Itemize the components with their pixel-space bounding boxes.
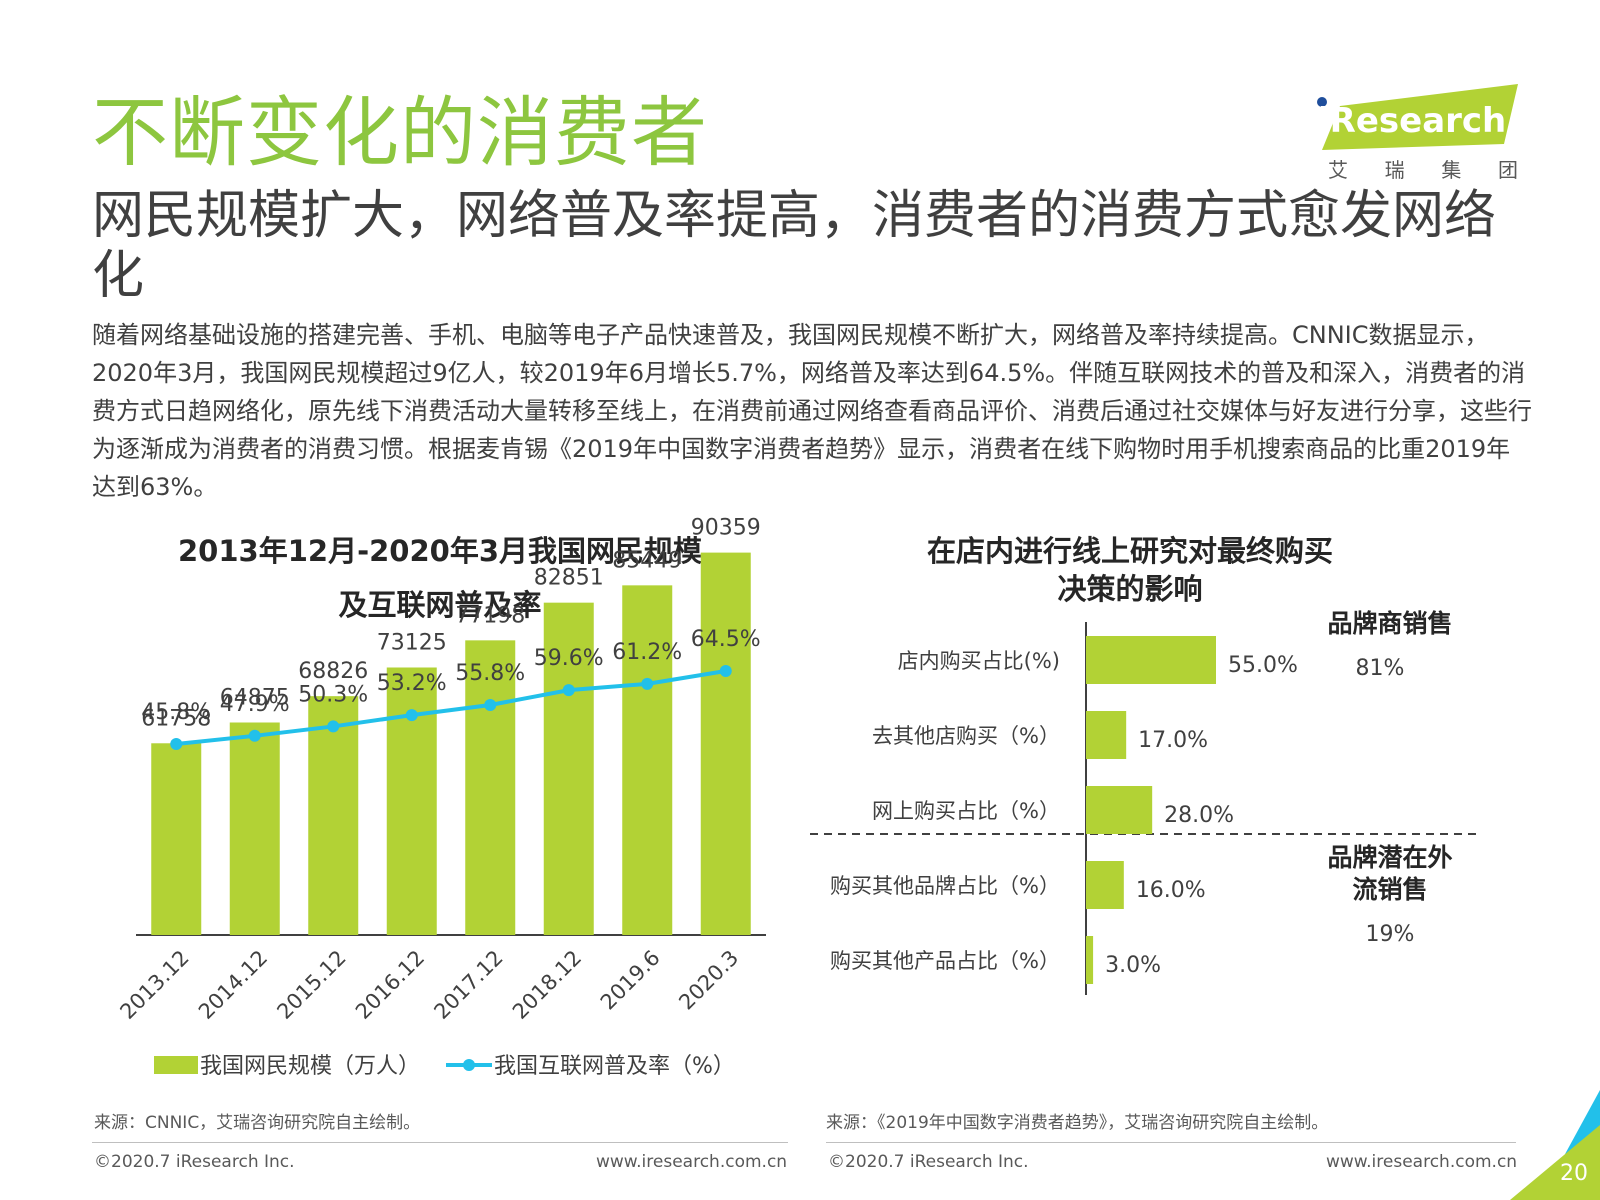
y-tick-label: 购买其他产品占比（%） [830,949,1060,973]
bar-netizen-scale [386,667,437,935]
left-chart-title-line2: 及互联网普及率 [338,588,542,622]
logo-sub-char: 艾 [1328,158,1348,182]
hbar [1086,786,1153,834]
hbar-value-label: 16.0% [1136,878,1206,903]
logo-green-shape [1322,84,1518,150]
right-footer-rule [826,1142,1516,1143]
bar-value-label: 64875 [220,686,290,711]
right-chart: 55.0% 店内购买占比(%) 17.0% 去其他店购买（%） 28.0% 网上购买占比（… [810,622,1476,995]
logo-text: iResearch [1318,101,1506,141]
hbar-value-label: 17.0% [1138,728,1208,753]
right-chart-title-line2: 决策的影响 [1057,572,1203,606]
line-value-label: 64.5% [691,627,761,652]
bar-value-label: 61758 [141,706,211,731]
iresearch-logo: iResearch [1317,84,1518,150]
line-penetration-rate [176,669,727,746]
hbar [1086,711,1127,759]
hbar-value-label: 55.0% [1228,653,1298,678]
logo-subtitle: 艾 瑞 集 团 [1328,154,1518,183]
y-tick-label: 网上购买占比（%） [872,799,1060,823]
line-point [484,698,497,711]
x-tick-label: 2019.6 [596,946,665,1015]
hbar [1086,936,1094,984]
line-point [327,720,340,733]
hbar-value-label: 28.0% [1164,803,1234,828]
left-footer-url: www.iresearch.com.cn [596,1152,788,1172]
bar-netizen-scale [229,722,280,935]
logo-dot [1317,97,1327,107]
x-tick-label: 2014.12 [194,946,272,1024]
line-point [405,709,418,722]
line-value-label: 61.2% [612,640,682,665]
x-tick-label: 2017.12 [429,946,507,1024]
right-chart-title-line1: 在店内进行线上研究对最终购买 [926,534,1333,568]
bar-value-label: 90359 [691,516,761,541]
body-paragraph: 随着网络基础设施的搭建完善、手机、电脑等电子产品快速普及，我国网民规模不断扩大，… [92,321,1532,501]
line-value-label: 55.8% [455,661,525,686]
corner-green-shape [1510,1125,1600,1200]
x-tick-label: 2013.12 [115,946,193,1024]
bar-netizen-scale [622,585,673,935]
legend-swatch-bar [154,1056,198,1074]
line-value-label: 50.3% [298,682,368,707]
line-value-label: 59.6% [534,646,604,671]
group-label-brand-outflow-line1: 品牌潜在外 [1327,843,1453,872]
bar-netizen-scale [465,640,516,935]
page-subtitle: 网民规模扩大，网络普及率提高，消费者的消费方式愈发网络化 [92,186,1497,306]
line-value-label: 45.8% [141,700,211,725]
bar-value-label: 73125 [377,631,447,656]
bar-value-label: 68826 [298,659,368,684]
right-footer-copyright: ©2020.7 iResearch Inc. [828,1152,1029,1172]
legend-label-bar: 我国网民规模（万人） [200,1054,420,1079]
y-tick-label: 店内购买占比(%) [898,649,1060,673]
group-label-brand-sales: 品牌商销售 [1327,609,1453,638]
line-point [719,665,732,677]
right-chart-title: 在店内进行线上研究对最终购买 决策的影响 [880,532,1380,608]
logo-sub-char: 瑞 [1384,158,1405,182]
x-tick-label: 2016.12 [351,946,429,1024]
corner-decoration [1510,1090,1600,1200]
left-chart: 61758 2013.12 45.8% 64875 2014.12 47.9% 68826 2… [115,516,766,1079]
left-footer-rule [92,1142,788,1143]
bar-value-label: 82851 [534,566,604,591]
group-value-brand-sales: 81% [1355,656,1405,681]
right-source: 来源：《2019年中国数字消费者趋势》，艾瑞咨询研究院自主绘制。 [826,1113,1329,1133]
line-point [248,729,261,742]
logo-sub-char: 团 [1497,158,1518,182]
bar-netizen-scale [543,602,594,935]
bar-value-label: 85449 [612,548,682,573]
line-point [641,677,654,690]
bar-netizen-scale [151,743,202,935]
x-tick-label: 2015.12 [272,946,350,1024]
group-value-brand-outflow: 19% [1365,922,1415,947]
legend-swatch-point [463,1059,475,1071]
line-point [562,684,575,697]
left-chart-title: 2013年12月-2020年3月我国网民规模 及互联网普及率 [120,530,760,626]
hbar [1086,636,1216,684]
logo-sub-char: 集 [1441,158,1462,182]
group-label-brand-outflow-line2: 流销售 [1352,875,1428,904]
line-value-label: 53.2% [377,671,447,696]
y-tick-label: 购买其他品牌占比（%） [830,874,1060,898]
bar-netizen-scale [700,552,751,935]
left-footer-copyright: ©2020.7 iResearch Inc. [94,1152,295,1172]
page-title: 不断变化的消费者 [92,88,708,177]
page-number: 20 [1560,1161,1588,1186]
y-tick-label: 去其他店购买（%） [872,724,1060,748]
right-footer-url: www.iresearch.com.cn [1326,1152,1518,1172]
left-source: 来源：CNNIC，艾瑞咨询研究院自主绘制。 [94,1113,421,1133]
group-label-brand-outflow: 品牌潜在外 流销售 [1320,842,1460,906]
bar-netizen-scale [308,696,359,935]
bar-value-label: 77198 [455,603,525,628]
line-point [170,738,183,750]
left-chart-title-line1: 2013年12月-2020年3月我国网民规模 [178,534,702,568]
legend-label-line: 我国互联网普及率（%） [494,1054,735,1079]
hbar-value-label: 3.0% [1105,953,1161,978]
hbar [1086,861,1124,909]
line-value-label: 47.9% [220,692,290,717]
x-tick-label: 2018.12 [508,946,586,1024]
x-tick-label: 2020.3 [674,946,743,1015]
